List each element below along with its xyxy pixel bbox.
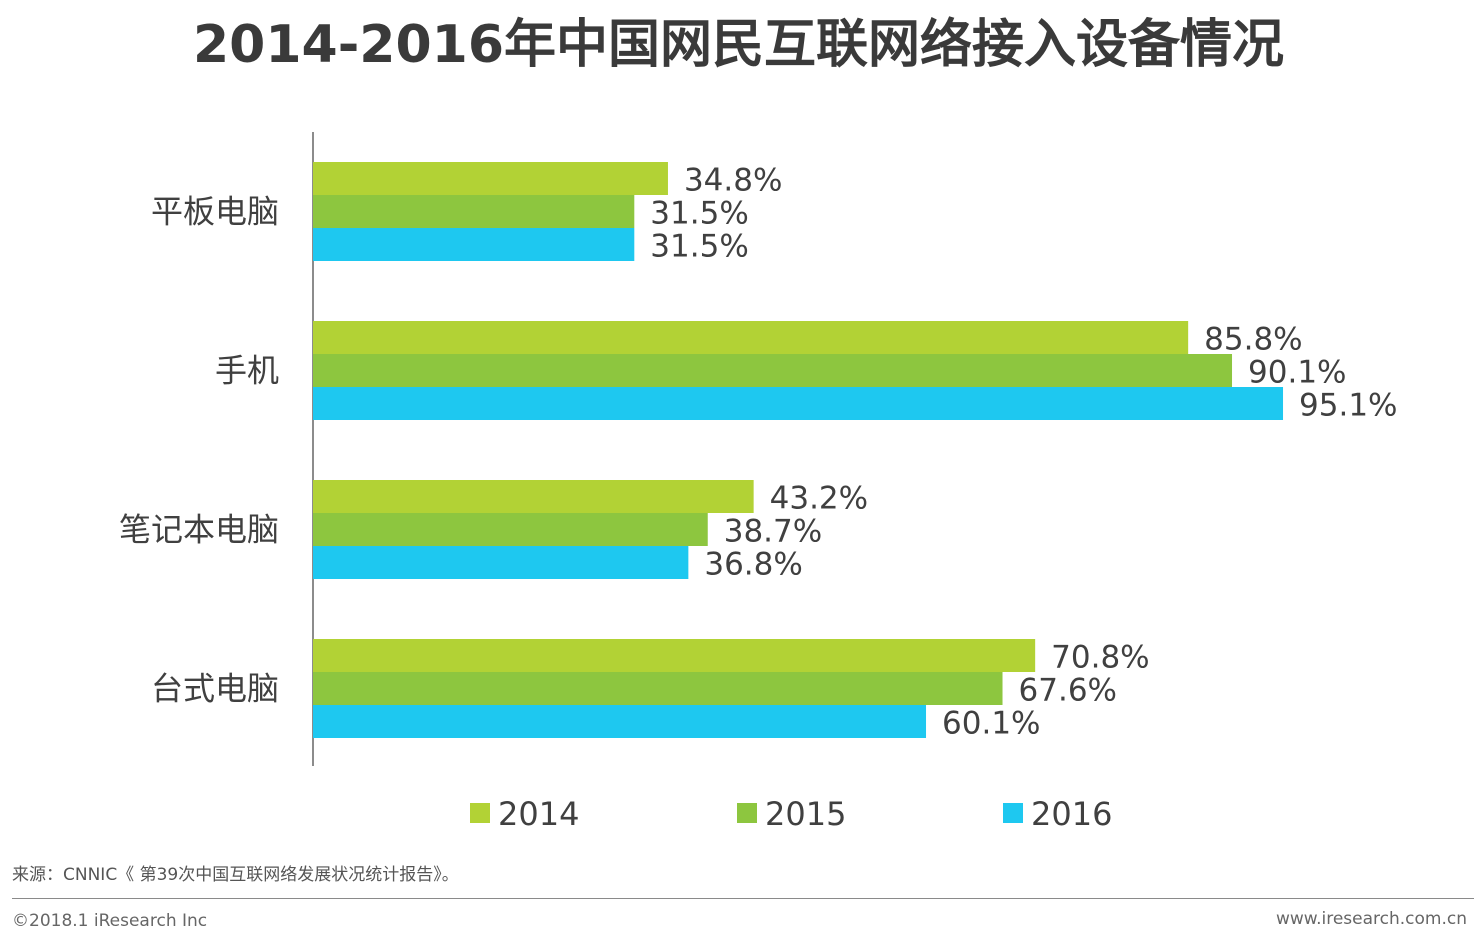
data-label: 60.1%	[942, 706, 1040, 742]
legend-label-2014: 2014	[498, 795, 579, 833]
data-label: 34.8%	[684, 163, 782, 199]
bar-2014	[313, 321, 1189, 354]
data-label: 43.2%	[770, 481, 868, 517]
bar-2015	[313, 513, 708, 546]
bar-2015	[313, 195, 635, 228]
legend-swatch-2014	[470, 803, 490, 823]
data-label: 31.5%	[650, 229, 748, 265]
bar-2014	[313, 639, 1036, 672]
legend-label-2015: 2015	[765, 795, 846, 833]
chart-title: 2014-2016年中国网民互联网络接入设备情况	[192, 15, 1285, 75]
bar-2014	[313, 162, 668, 195]
data-label: 36.8%	[704, 547, 802, 583]
website-link[interactable]: www.iresearch.com.cn	[1275, 909, 1467, 929]
data-label: 90.1%	[1248, 355, 1346, 391]
bar-chart: 平板电脑34.8%31.5%31.5%手机85.8%90.1%95.1%笔记本电…	[119, 132, 1398, 833]
data-label: 31.5%	[650, 196, 748, 232]
source-note: 来源：CNNIC《 第39次中国互联网络发展状况统计报告》。	[12, 865, 459, 885]
data-label: 70.8%	[1051, 640, 1149, 676]
legend-swatch-2015	[737, 803, 757, 823]
copyright-text: ©2018.1 iResearch Inc	[12, 911, 208, 931]
data-label: 85.8%	[1204, 322, 1302, 358]
category-label: 平板电脑	[151, 193, 279, 231]
category-label: 台式电脑	[151, 670, 279, 708]
bar-2015	[313, 672, 1003, 705]
data-label: 95.1%	[1299, 388, 1397, 424]
bar-2015	[313, 354, 1233, 387]
data-label: 38.7%	[724, 514, 822, 550]
data-label: 67.6%	[1019, 673, 1117, 709]
bar-2014	[313, 480, 754, 513]
bar-2016	[313, 546, 689, 579]
legend-label-2016: 2016	[1031, 795, 1112, 833]
legend-swatch-2016	[1003, 803, 1023, 823]
footer-divider	[12, 898, 1474, 899]
bar-2016	[313, 387, 1284, 420]
category-label: 笔记本电脑	[119, 511, 279, 549]
category-label: 手机	[215, 352, 279, 390]
bar-2016	[313, 705, 927, 738]
bar-2016	[313, 228, 635, 261]
